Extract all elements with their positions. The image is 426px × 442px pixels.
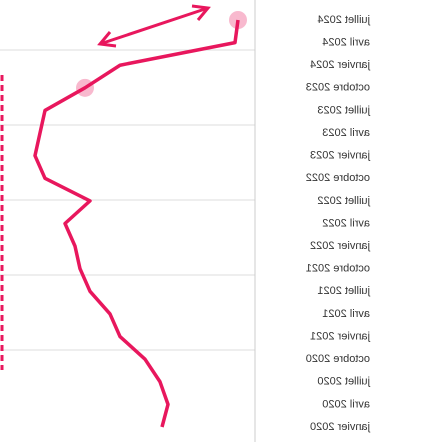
y-tick-label: octobre 2022 [306,172,370,184]
y-tick-label: octobre 2020 [306,353,370,365]
y-tick-label: juillet 2023 [317,104,371,116]
y-tick-label: avril 2022 [322,217,370,229]
y-tick-label: juillet 2022 [317,195,371,207]
y-tick-label: avril 2024 [322,37,370,49]
annotation-arrow [97,4,211,48]
highlight-dot [76,78,94,97]
y-tick-label: octobre 2021 [306,263,370,275]
y-tick-label: juillet 2021 [317,285,371,297]
y-tick-label: janvier 2020 [310,421,371,433]
highlight-dot [229,11,247,29]
y-tick-label: avril 2020 [322,398,370,410]
y-tick-label: avril 2023 [322,127,370,139]
y-tick-label: janvier 2024 [310,59,371,71]
y-tick-label: juillet 2024 [317,14,371,26]
y-tick-label: janvier 2023 [310,150,371,162]
y-tick-label: octobre 2023 [306,82,370,94]
line [33,19,240,428]
y-tick-label: janvier 2021 [310,330,371,342]
y-tick-label: avril 2021 [322,308,370,320]
grid [0,49,255,351]
y-tick-label: janvier 2022 [310,240,371,252]
y-tick-label: juillet 2020 [317,376,371,388]
